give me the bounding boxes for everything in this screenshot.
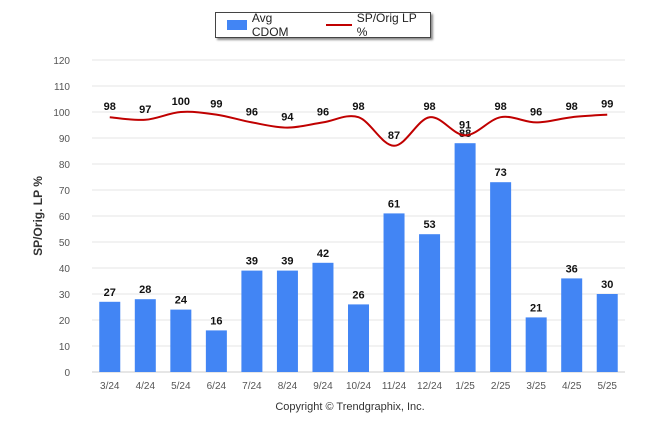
x-tick-label: 12/24 bbox=[417, 381, 442, 392]
line-data-label: 94 bbox=[281, 112, 294, 124]
y-tick-label: 100 bbox=[53, 108, 70, 119]
y-tick-label: 50 bbox=[59, 238, 71, 249]
series-line-sp-orig-lp bbox=[109, 110, 608, 147]
bar-data-label: 53 bbox=[423, 219, 435, 231]
bar-data-label: 30 bbox=[601, 279, 613, 291]
line-data-label: 97 bbox=[139, 104, 151, 116]
x-tick-label: 3/25 bbox=[526, 381, 546, 392]
x-tick-label: 4/24 bbox=[136, 381, 156, 392]
legend-item-sp-orig-lp: SP/Orig LP % bbox=[312, 11, 430, 39]
copyright-text: Copyright © Trendgraphix, Inc. bbox=[275, 401, 425, 413]
bar-data-label: 26 bbox=[352, 289, 364, 301]
line-data-label: 98 bbox=[566, 101, 578, 113]
line-data-label: 96 bbox=[246, 106, 258, 118]
legend-swatch-avg-cdom bbox=[227, 20, 247, 30]
bar bbox=[454, 143, 476, 372]
y-tick-label: 60 bbox=[59, 212, 71, 223]
bar bbox=[525, 317, 547, 372]
bar bbox=[348, 304, 369, 372]
line-data-label: 91 bbox=[459, 119, 471, 131]
bar-data-label: 88 bbox=[459, 128, 471, 140]
y-tick-label: 20 bbox=[59, 316, 71, 327]
y-tick-label: 10 bbox=[59, 342, 71, 353]
y-axis-title: SP/Orig. LP % bbox=[31, 176, 45, 256]
bar-data-label: 36 bbox=[566, 263, 578, 275]
legend-item-avg-cdom: Avg CDOM bbox=[216, 11, 312, 39]
bar bbox=[170, 309, 192, 372]
bar-data-label: 21 bbox=[530, 302, 542, 314]
y-tick-label: 0 bbox=[64, 368, 70, 379]
bar bbox=[312, 262, 334, 372]
x-tick-label: 9/24 bbox=[313, 381, 333, 392]
legend: Avg CDOM SP/Orig LP % bbox=[215, 11, 431, 39]
line-data-label: 96 bbox=[317, 106, 329, 118]
line-data-label: 98 bbox=[352, 101, 364, 113]
x-tick-label: 4/25 bbox=[562, 381, 582, 392]
bar bbox=[596, 294, 618, 372]
line-data-label: 98 bbox=[495, 101, 507, 113]
bar-data-label: 42 bbox=[317, 248, 329, 260]
bar-data-label: 73 bbox=[495, 167, 507, 179]
bar bbox=[419, 234, 441, 372]
bar-data-label: 28 bbox=[139, 284, 151, 296]
y-tick-label: 110 bbox=[54, 82, 70, 93]
line-data-label: 100 bbox=[172, 96, 190, 108]
y-tick-label: 90 bbox=[59, 134, 71, 145]
y-tick-label: 70 bbox=[59, 186, 71, 197]
x-tick-label: 5/24 bbox=[171, 381, 191, 392]
bar bbox=[561, 278, 583, 372]
x-tick-label: 7/24 bbox=[242, 381, 262, 392]
y-tick-label: 80 bbox=[59, 160, 71, 171]
x-tick-label: 11/24 bbox=[382, 381, 407, 392]
line-data-label: 87 bbox=[388, 130, 400, 142]
bar-data-label: 16 bbox=[210, 315, 222, 327]
bar-data-label: 39 bbox=[281, 256, 293, 268]
bar-data-label: 27 bbox=[104, 287, 116, 299]
bar bbox=[99, 301, 121, 372]
bar-data-label: 39 bbox=[246, 256, 258, 268]
legend-label-avg-cdom: Avg CDOM bbox=[251, 11, 289, 39]
line-data-label: 98 bbox=[104, 101, 116, 113]
bar bbox=[276, 270, 298, 372]
bar-data-label: 24 bbox=[175, 295, 188, 307]
x-tick-label: 1/25 bbox=[455, 381, 475, 392]
x-tick-label: 8/24 bbox=[278, 381, 298, 392]
line-data-label: 96 bbox=[530, 106, 542, 118]
legend-label-sp-orig-lp: SP/Orig LP % bbox=[356, 11, 417, 39]
bar-data-label: 61 bbox=[388, 198, 400, 210]
x-tick-label: 6/24 bbox=[207, 381, 227, 392]
y-tick-label: 40 bbox=[59, 264, 71, 275]
x-tick-label: 5/25 bbox=[597, 381, 617, 392]
x-tick-label: 3/24 bbox=[100, 381, 120, 392]
legend-swatch-sp-orig-lp bbox=[325, 24, 352, 26]
bar bbox=[383, 213, 405, 372]
bar bbox=[241, 270, 263, 372]
x-tick-label: 2/25 bbox=[491, 381, 511, 392]
x-tick-label: 10/24 bbox=[346, 381, 371, 392]
bar bbox=[205, 330, 227, 372]
line-data-label: 99 bbox=[601, 99, 613, 111]
line-data-label: 98 bbox=[423, 101, 435, 113]
y-tick-label: 120 bbox=[53, 56, 70, 67]
line-data-label: 99 bbox=[210, 99, 222, 111]
bar bbox=[134, 299, 156, 372]
bar bbox=[490, 182, 512, 372]
y-tick-label: 30 bbox=[59, 290, 71, 301]
